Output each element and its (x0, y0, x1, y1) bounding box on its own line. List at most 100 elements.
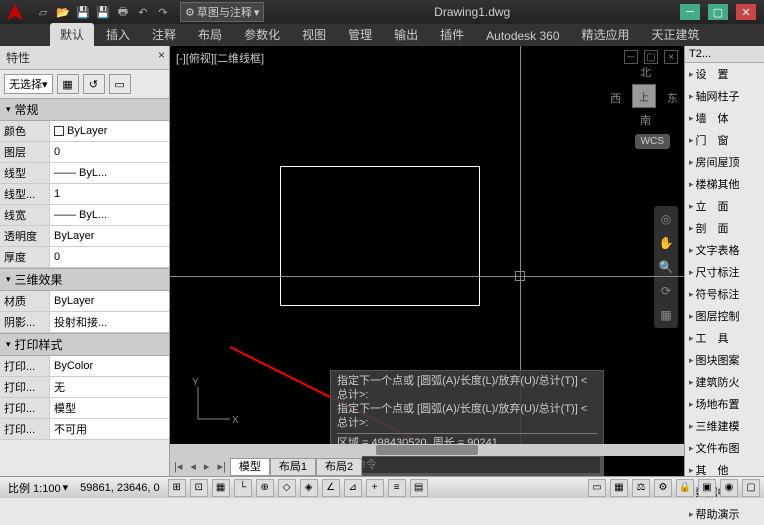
close-button[interactable]: ✕ (736, 4, 756, 20)
vp-close-icon[interactable]: × (664, 50, 678, 64)
layout-prev-icon[interactable]: ◂ (186, 460, 200, 473)
ribbon-tab-7[interactable]: 输出 (384, 23, 428, 46)
palette-item[interactable]: ▸文字表格 (685, 239, 764, 261)
palette-item[interactable]: ▸楼梯其他 (685, 173, 764, 195)
category-general[interactable]: ▾常规 (0, 98, 169, 121)
polar-icon[interactable]: ⊕ (256, 479, 274, 497)
ribbon-tab-4[interactable]: 参数化 (234, 23, 290, 46)
viewcube-south[interactable]: 南 (640, 112, 651, 128)
tpy-icon[interactable]: ▤ (410, 479, 428, 497)
viewcube[interactable]: 北 南 西 东 上 (614, 66, 674, 126)
panel-close-icon[interactable]: × (158, 48, 165, 62)
scale-display[interactable]: 比例 1:100 ▾ (4, 480, 72, 496)
saveas-icon[interactable]: 💾 (94, 3, 112, 21)
ribbon-tab-3[interactable]: 布局 (188, 23, 232, 46)
dyn-icon[interactable]: + (366, 479, 384, 497)
palette-item[interactable]: ▸建筑防火 (685, 371, 764, 393)
property-row[interactable]: 阴影...投射和接... (0, 312, 169, 333)
vp-minimize-icon[interactable]: ─ (624, 50, 638, 64)
palette-item[interactable]: ▸符号标注 (685, 283, 764, 305)
layout-next-icon[interactable]: ▸ (200, 460, 214, 473)
model-paper-icon[interactable]: ▭ (588, 479, 606, 497)
new-icon[interactable]: ▱ (34, 3, 52, 21)
ribbon-tab-0[interactable]: 默认 (50, 23, 94, 46)
ribbon-tab-6[interactable]: 管理 (338, 23, 382, 46)
palette-item[interactable]: ▸场地布置 (685, 393, 764, 415)
property-row[interactable]: 打印...不可用 (0, 419, 169, 440)
viewcube-west[interactable]: 西 (610, 90, 621, 106)
palette-item[interactable]: ▸设 置 (685, 63, 764, 85)
property-row[interactable]: 颜色ByLayer (0, 121, 169, 142)
lock-icon[interactable]: 🔒 (676, 479, 694, 497)
property-row[interactable]: 线宽—— ByL... (0, 205, 169, 226)
viewcube-top-face[interactable]: 上 (632, 84, 656, 108)
app-logo[interactable] (0, 0, 30, 24)
command-input[interactable] (329, 457, 600, 473)
property-row[interactable]: 线型...1 (0, 184, 169, 205)
layout-tab-2[interactable]: 布局2 (316, 458, 362, 476)
layout-last-icon[interactable]: ▸| (213, 460, 229, 473)
viewport-label[interactable]: [-][俯视][二维线框] (176, 50, 264, 66)
palette-item[interactable]: ▸帮助演示 (685, 503, 764, 525)
palette-item[interactable]: ▸轴网柱子 (685, 85, 764, 107)
lwt-icon[interactable]: ≡ (388, 479, 406, 497)
select-objects-icon[interactable]: ▭ (109, 74, 131, 94)
palette-item[interactable]: ▸墙 体 (685, 107, 764, 129)
ribbon-tab-10[interactable]: 精选应用 (572, 23, 640, 46)
palette-item[interactable]: ▸图块图案 (685, 349, 764, 371)
horizontal-scrollbar[interactable] (170, 444, 684, 456)
quickview-icon[interactable]: ▦ (610, 479, 628, 497)
ribbon-tab-1[interactable]: 插入 (96, 23, 140, 46)
property-row[interactable]: 材质ByLayer (0, 291, 169, 312)
annoscale-icon[interactable]: ⚖ (632, 479, 650, 497)
hardware-icon[interactable]: ▣ (698, 479, 716, 497)
layout-first-icon[interactable]: |◂ (170, 460, 186, 473)
clean-icon[interactable]: ▢ (742, 479, 760, 497)
vp-maximize-icon[interactable]: ▢ (644, 50, 658, 64)
scrollbar-thumb[interactable] (376, 445, 479, 455)
undo-icon[interactable]: ↶ (134, 3, 152, 21)
property-row[interactable]: 图层0 (0, 142, 169, 163)
isolate-icon[interactable]: ◉ (720, 479, 738, 497)
palette-item[interactable]: ▸门 窗 (685, 129, 764, 151)
workspace-icon[interactable]: ⚙ (654, 479, 672, 497)
ducs-icon[interactable]: ⊿ (344, 479, 362, 497)
palette-item[interactable]: ▸尺寸标注 (685, 261, 764, 283)
layout-tab-1[interactable]: 布局1 (270, 458, 316, 476)
save-icon[interactable]: 💾 (74, 3, 92, 21)
property-row[interactable]: 打印...ByColor (0, 356, 169, 377)
ribbon-tab-8[interactable]: 插件 (430, 23, 474, 46)
ribbon-tab-9[interactable]: Autodesk 360 (476, 26, 569, 46)
palette-item[interactable]: ▸剖 面 (685, 217, 764, 239)
minimize-button[interactable]: ─ (680, 4, 700, 20)
zoom-icon[interactable]: 🔍 (657, 258, 675, 276)
layout-tab-0[interactable]: 模型 (230, 458, 270, 476)
palette-item[interactable]: ▸图层控制 (685, 305, 764, 327)
workspace-selector[interactable]: ⚙ 草图与注释 ▾ (180, 2, 264, 22)
redo-icon[interactable]: ↷ (154, 3, 172, 21)
pickadd-icon[interactable]: ↺ (83, 74, 105, 94)
category-plot-style[interactable]: ▾打印样式 (0, 333, 169, 356)
viewcube-north[interactable]: 北 (640, 64, 651, 80)
orbit-icon[interactable]: ⟳ (657, 282, 675, 300)
osnap-icon[interactable]: ◇ (278, 479, 296, 497)
print-icon[interactable]: 🖶 (114, 3, 132, 21)
pan-icon[interactable]: ✋ (657, 234, 675, 252)
ribbon-tab-11[interactable]: 天正建筑 (642, 23, 710, 46)
viewcube-east[interactable]: 东 (667, 90, 678, 106)
snap-icon[interactable]: ⊡ (190, 479, 208, 497)
property-row[interactable]: 透明度ByLayer (0, 226, 169, 247)
maximize-button[interactable]: ▢ (708, 4, 728, 20)
palette-item[interactable]: ▸文件布图 (685, 437, 764, 459)
category-3d-effect[interactable]: ▾三维效果 (0, 268, 169, 291)
ortho-icon[interactable]: └ (234, 479, 252, 497)
drawing-canvas[interactable]: [-][俯视][二维线框] ─ ▢ × 北 南 西 东 上 WCS ◎ ✋ 🔍 … (170, 46, 684, 476)
property-row[interactable]: 打印...模型 (0, 398, 169, 419)
palette-item[interactable]: ▸三维建模 (685, 415, 764, 437)
ribbon-tab-2[interactable]: 注释 (142, 23, 186, 46)
property-row[interactable]: 厚度0 (0, 247, 169, 268)
palette-item[interactable]: ▸房间屋顶 (685, 151, 764, 173)
wcs-badge[interactable]: WCS (635, 134, 670, 149)
showmotion-icon[interactable]: ▦ (657, 306, 675, 324)
palette-item[interactable]: ▸立 面 (685, 195, 764, 217)
